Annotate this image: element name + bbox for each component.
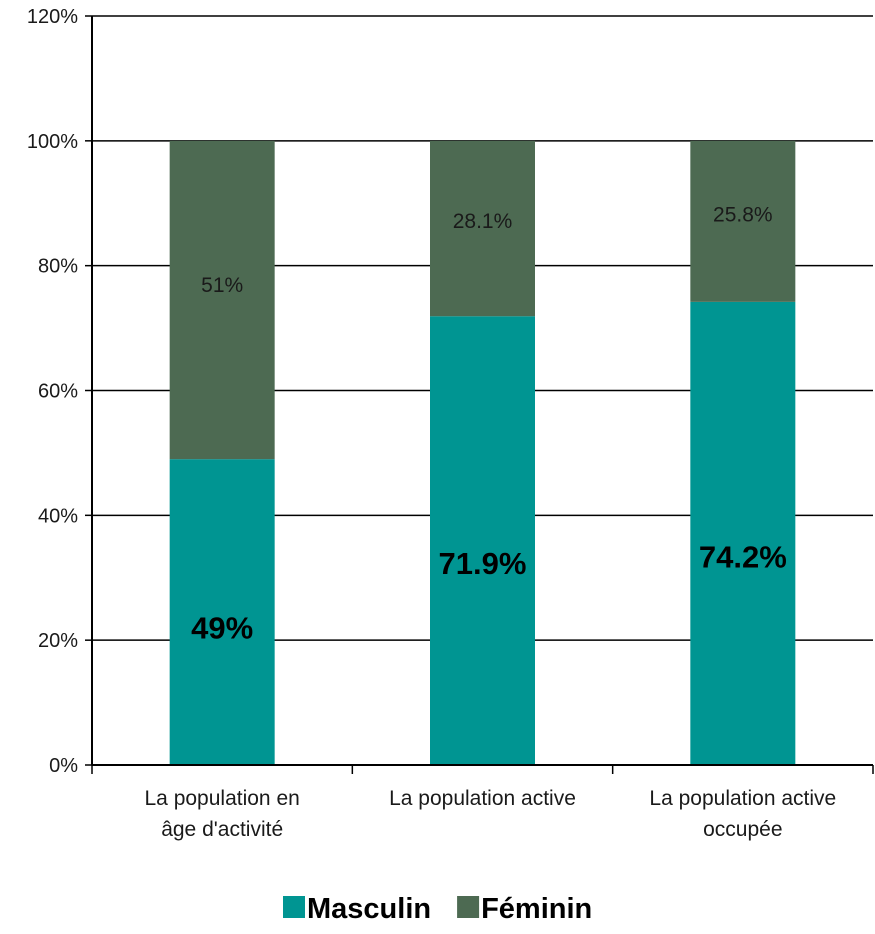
legend-swatch-feminin <box>457 896 480 918</box>
legend-label: Masculin <box>307 893 431 925</box>
legend-label: Féminin <box>481 893 592 925</box>
bars <box>169 140 796 765</box>
x-axis-category-labels: La population en âge d'activité La populat… <box>145 787 837 841</box>
bar-feminin-1 <box>430 140 535 317</box>
y-tick-label: 80% <box>38 256 78 278</box>
y-tick-label: 40% <box>38 505 78 527</box>
data-label: 71.9% <box>439 546 527 581</box>
bar-masculin-0 <box>169 459 275 765</box>
y-tick-label: 0% <box>49 755 78 777</box>
bar-feminin-0 <box>169 140 275 460</box>
bar-labels: 49% 51% 71.9% 28.1% 74.2% 25.8% <box>191 203 787 645</box>
category-label: La population active <box>649 787 836 810</box>
data-label: 51% <box>201 274 243 297</box>
y-axis-tick-labels: 0% 20% 40% 60% 80% 100% 120% <box>27 6 78 777</box>
legend: Masculin Féminin <box>283 893 592 925</box>
bar-feminin-2 <box>690 140 796 302</box>
data-label: 25.8% <box>713 203 773 226</box>
category-label: âge d'activité <box>161 818 283 841</box>
y-tick-label: 100% <box>27 131 78 153</box>
data-label: 74.2% <box>699 540 787 575</box>
category-label: occupée <box>703 818 782 841</box>
legend-swatch-masculin <box>283 896 305 918</box>
y-tick-label: 120% <box>27 6 78 28</box>
data-label: 28.1% <box>453 210 513 233</box>
y-tick-label: 60% <box>38 381 78 403</box>
category-label: La population en <box>145 787 300 810</box>
y-tick-label: 20% <box>38 630 78 652</box>
data-label: 49% <box>191 610 253 645</box>
bar-masculin-2 <box>690 301 796 765</box>
category-label: La population active <box>389 787 576 810</box>
axes <box>85 15 874 774</box>
bar-masculin-1 <box>430 316 535 765</box>
